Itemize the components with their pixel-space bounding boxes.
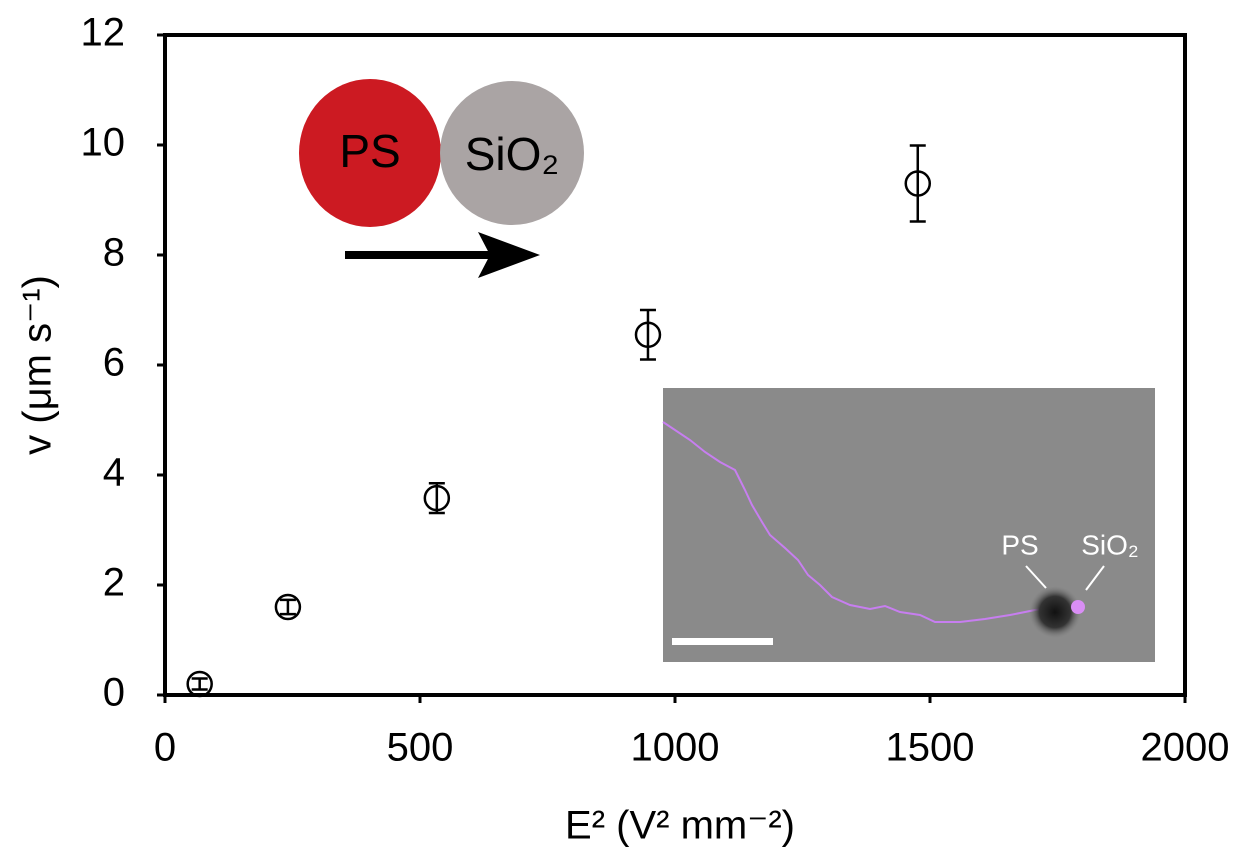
schematic: PS SiO₂ [299, 79, 584, 278]
data-point [186, 670, 213, 698]
data-point [423, 484, 451, 512]
y-tick-label: 2 [103, 561, 125, 605]
particle-marker [1071, 600, 1085, 614]
particle-image [1029, 586, 1081, 638]
data-point [904, 170, 932, 197]
ps-particle [299, 79, 441, 227]
trajectory [662, 421, 1078, 623]
data-point [274, 593, 302, 621]
schematic-label: SiO₂ [465, 128, 560, 180]
inset-arrow [1085, 565, 1105, 591]
y-tick-label: 12 [81, 11, 126, 55]
schematic-label: PS [339, 125, 400, 177]
x-tick-label: 500 [387, 726, 454, 770]
sio2-particle [440, 81, 584, 225]
inset-label: PS [1001, 529, 1038, 560]
data-point [634, 321, 662, 348]
arrow-head [478, 232, 540, 278]
inset-arrow [1025, 565, 1047, 589]
y-axis-label: v (μm s⁻¹) [16, 275, 60, 455]
x-tick-label: 2000 [1141, 726, 1230, 770]
x-tick-label: 1500 [886, 726, 975, 770]
inset-image: PS SiO₂ [662, 388, 1155, 662]
inset-label: SiO₂ [1081, 529, 1139, 560]
y-tick-label: 8 [103, 231, 125, 275]
x-tick-label: 0 [154, 726, 176, 770]
x-axis-label: E² (V² mm⁻²) [565, 804, 795, 848]
x-tick-label: 1000 [631, 726, 720, 770]
y-tick-label: 4 [103, 451, 125, 495]
y-tick-label: 10 [81, 121, 126, 165]
y-tick-label: 0 [103, 671, 125, 715]
scale-bar [672, 638, 773, 645]
y-tick-label: 6 [103, 341, 125, 385]
inset-background [663, 388, 1155, 662]
